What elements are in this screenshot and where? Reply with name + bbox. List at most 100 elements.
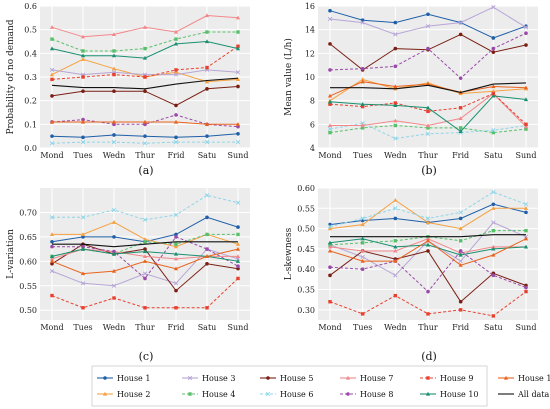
series-h6 <box>49 139 241 146</box>
data-point <box>49 119 55 124</box>
data-point <box>174 235 178 239</box>
data-point <box>111 119 117 124</box>
legend-marker <box>187 375 193 381</box>
legend-marker <box>425 391 431 396</box>
data-point <box>143 46 147 51</box>
legend: House 1 House 2 House 3 House 4 House 5 House… <box>91 365 550 407</box>
legend-marker <box>426 376 430 380</box>
data-point <box>327 244 333 249</box>
data-point <box>328 265 332 270</box>
legend-label: House 4 <box>202 390 235 399</box>
data-point <box>236 264 240 269</box>
data-point <box>393 216 398 221</box>
data-point <box>425 81 431 86</box>
series-h2 <box>327 197 529 231</box>
panel-label: (a) <box>138 164 153 177</box>
legend-item-h6: House 6 <box>260 390 313 399</box>
data-point <box>393 20 398 25</box>
data-point <box>458 76 463 80</box>
data-point <box>111 66 117 71</box>
y-tick-label: 0.60 <box>19 257 37 266</box>
data-point <box>205 65 209 70</box>
data-point <box>393 244 398 249</box>
legend-label: House 6 <box>280 390 313 399</box>
data-point <box>111 32 117 36</box>
data-point <box>50 239 54 244</box>
data-point <box>142 119 148 124</box>
data-point <box>81 117 85 122</box>
y-tick-label: 0.65 <box>19 233 37 242</box>
data-point <box>360 66 365 71</box>
data-point <box>236 44 240 48</box>
data-point <box>81 244 85 249</box>
data-point <box>142 254 148 259</box>
data-point <box>49 232 55 237</box>
data-point <box>360 222 365 227</box>
legend-marker <box>103 376 107 380</box>
data-point <box>143 89 147 93</box>
data-point <box>491 89 496 93</box>
legend-label: House 5 <box>280 374 313 383</box>
series-h6 <box>327 189 529 229</box>
data-point <box>491 130 496 135</box>
data-point <box>360 248 365 253</box>
data-point <box>327 16 333 22</box>
series-h11 <box>49 246 241 276</box>
series-h1 <box>50 132 240 140</box>
data-point <box>425 105 431 110</box>
data-point <box>426 109 430 114</box>
data-point <box>235 77 241 81</box>
x-tick-label: Thur <box>418 151 438 160</box>
legend-marker <box>266 376 270 380</box>
data-point <box>80 34 86 39</box>
data-point <box>327 240 333 245</box>
x-tick-label: Mond <box>318 151 341 160</box>
legend-item-h2: House 2 <box>97 390 150 399</box>
data-point <box>80 53 86 58</box>
x-tick-label: Sund <box>516 323 537 332</box>
data-point <box>426 249 430 253</box>
series-h8 <box>50 235 240 281</box>
data-point <box>49 141 55 146</box>
data-point <box>235 246 241 251</box>
x-tick-label: Satu <box>198 323 217 332</box>
data-point <box>50 94 54 98</box>
y-tick-label: 0.35 <box>297 286 315 295</box>
data-point <box>523 202 529 207</box>
y-tick-label: 0.50 <box>297 225 315 234</box>
data-point <box>523 244 529 249</box>
x-tick-label: Tues <box>353 151 372 160</box>
legend-marker <box>102 391 108 396</box>
legend-label: House 3 <box>202 374 235 383</box>
series-all <box>330 234 526 238</box>
data-point <box>393 46 398 51</box>
data-point <box>393 239 398 243</box>
data-point <box>393 64 398 69</box>
data-point <box>49 67 55 73</box>
data-point <box>143 306 147 310</box>
data-point <box>111 139 117 145</box>
y-axis-label: Mean value (L/h) <box>283 38 294 116</box>
data-point <box>425 236 431 241</box>
data-point <box>49 259 55 263</box>
legend-label: House 9 <box>440 374 473 383</box>
data-point <box>327 226 333 231</box>
legend-item-h4: House 4 <box>182 390 235 399</box>
series-h4 <box>328 123 528 135</box>
data-point <box>458 129 463 134</box>
y-tick-label: 0.55 <box>297 204 315 213</box>
data-point <box>204 139 210 145</box>
data-point <box>111 268 117 273</box>
data-point <box>524 289 528 294</box>
data-point <box>143 134 147 138</box>
series-h9 <box>328 91 528 127</box>
data-point <box>143 276 147 281</box>
data-point <box>49 256 55 261</box>
data-point <box>111 53 117 58</box>
data-point <box>425 123 431 128</box>
data-point <box>112 249 116 254</box>
data-point <box>491 220 496 225</box>
data-point <box>491 202 496 207</box>
series-line <box>330 82 527 93</box>
data-point <box>174 68 178 72</box>
